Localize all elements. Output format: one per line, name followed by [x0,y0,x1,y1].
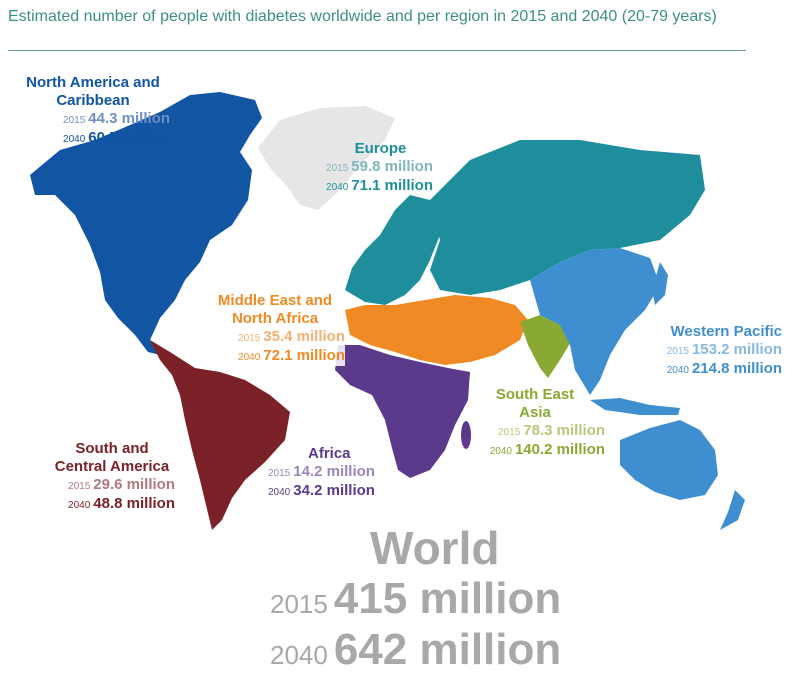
world-2015-row: 2015 415 million [270,576,600,627]
value-2040: 34.2 million [293,482,375,499]
value-2015: 14.2 million [293,463,375,480]
year-2040-label: 2040 [68,500,91,511]
europe-shape[interactable] [345,195,450,305]
russia-shape[interactable] [430,140,705,295]
value-2015: 35.4 million [263,328,345,345]
value-2015: 78.3 million [523,422,605,439]
world-2040-row: 2040 642 million [270,627,600,678]
value-2040-row: 2040 34.2 million [268,482,393,501]
value-2015-row: 2015 29.6 million [30,476,175,495]
year-2015-label: 2015 [238,333,261,344]
value-2015-row: 2015 78.3 million [470,422,605,441]
south-central-america-shape[interactable] [150,340,290,530]
world-value-2015: 415 million [333,574,562,623]
region-africa: Africa 2015 14.2 million 2040 34.2 million [268,445,393,501]
value-2040: 71.1 million [351,177,433,194]
new-zealand-shape [720,490,745,530]
value-2015-row: 2015 59.8 million [308,158,433,177]
year-2015-label: 2015 [666,346,689,357]
indonesia-shape [590,398,680,415]
region-name: South East Asia [495,386,575,421]
australia-shape[interactable] [620,420,718,500]
year-2015-label: 2015 [498,427,521,438]
greenland-shape [258,106,395,210]
year-2040-label: 2040 [238,352,261,363]
value-2015: 29.6 million [93,476,175,493]
title-divider [8,50,746,51]
value-2040: 48.8 million [93,495,175,512]
value-2015-row: 2015 44.3 million [8,110,178,129]
value-2015-row: 2015 35.4 million [205,328,345,347]
region-western-pacific: Western Pacific 2015 153.2 million 2040 21… [640,323,782,379]
value-2040: 72.1 million [263,347,345,364]
year-2040-label: 2040 [666,365,689,376]
region-south-central-america: South and Central America 2015 29.6 milli… [30,440,175,514]
value-2040-row: 2040 60.5 million [8,129,178,148]
value-2040: 140.2 million [514,441,605,458]
region-name: South and Central America [54,440,170,475]
mena-shape[interactable] [345,295,528,365]
region-name: Western Pacific [670,323,782,340]
world-year-2040: 2040 [270,640,328,670]
region-europe: Europe 2015 59.8 million 2040 71.1 million [308,140,433,196]
year-2015-label: 2015 [68,481,91,492]
region-mena: Middle East and North Africa 2015 35.4 mi… [205,292,345,366]
value-2015-row: 2015 153.2 million [640,341,782,360]
region-south-east-asia: South East Asia 2015 78.3 million 2040 140… [470,386,605,460]
value-2040: 214.8 million [691,360,782,377]
value-2015: 153.2 million [691,341,782,358]
region-north-america: North America and Caribbean 2015 44.3 mil… [8,74,178,148]
value-2040-row: 2040 48.8 million [30,495,175,514]
value-2015-row: 2015 14.2 million [268,463,393,482]
western-pacific-asia-shape[interactable] [530,248,660,395]
value-2015: 44.3 million [88,110,170,127]
south-east-asia-shape[interactable] [520,315,572,378]
world-totals: World 2015 415 million 2040 642 million [270,520,600,678]
year-2040-label: 2040 [326,182,349,193]
value-2040-row: 2040 71.1 million [308,177,433,196]
map-title: Estimated number of people with diabetes… [8,8,717,25]
region-name: North America and Caribbean [26,74,160,109]
region-name: Europe [354,140,407,157]
region-name: Africa [308,445,351,462]
value-2040: 60.5 million [88,129,170,146]
value-2040-row: 2040 214.8 million [640,360,782,379]
value-2015: 59.8 million [351,158,433,175]
world-heading: World [370,522,500,574]
year-2040-label: 2040 [63,134,86,145]
world-value-2040: 642 million [333,625,562,674]
world-year-2015: 2015 [270,589,328,619]
region-name: Middle East and North Africa [217,292,333,327]
year-2015-label: 2015 [63,115,86,126]
madagascar-shape [461,421,471,449]
year-2015-label: 2015 [268,468,291,479]
japan-shape [652,262,668,305]
year-2040-label: 2040 [489,446,512,457]
year-2040-label: 2040 [268,487,291,498]
value-2040-row: 2040 72.1 million [205,347,345,366]
year-2015-label: 2015 [326,163,349,174]
north-america-shape[interactable] [30,92,262,355]
africa-shape[interactable] [335,345,470,478]
value-2040-row: 2040 140.2 million [470,441,605,460]
